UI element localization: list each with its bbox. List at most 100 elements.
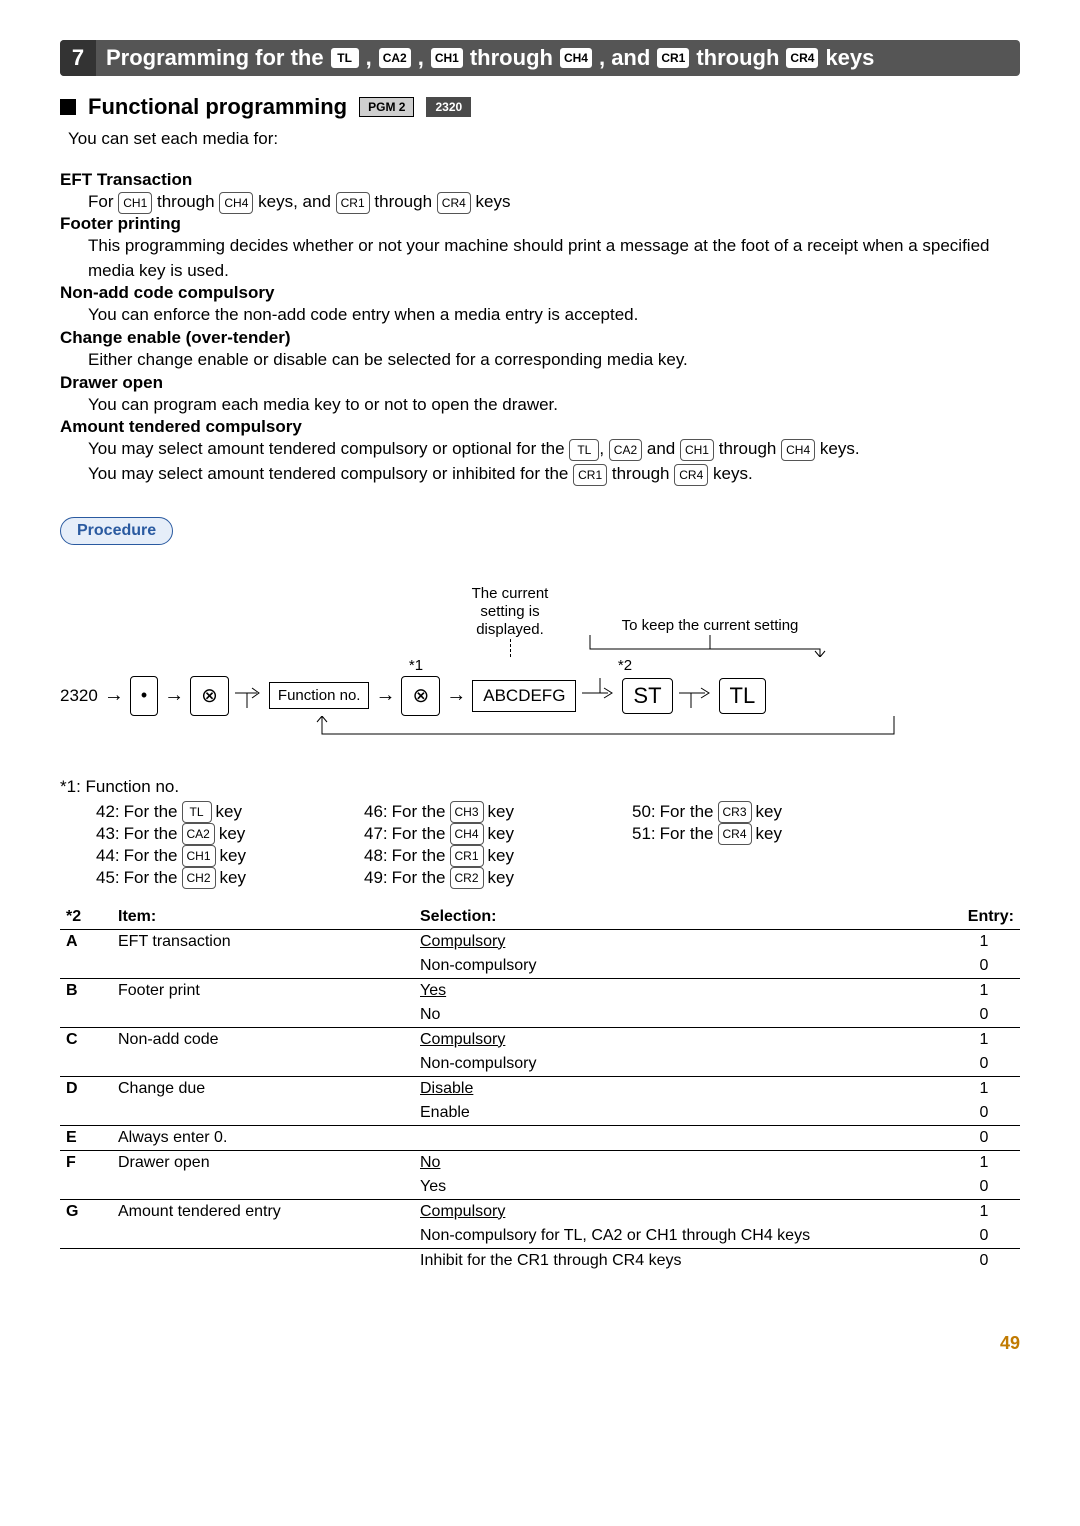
function-no-list: *1: Function no. 42: For the TL key 46: F…: [60, 777, 1020, 889]
fn-lbl: For the: [392, 868, 446, 888]
fn-key: CR4: [718, 823, 752, 845]
cell-selection: Non-compulsory for TL, CA2 or CH1 throug…: [414, 1224, 948, 1249]
cell-letter: [60, 1248, 112, 1273]
table-row: Non-compulsory0: [60, 954, 1020, 979]
fn-suf: key: [488, 868, 514, 888]
cell-entry: 1: [948, 978, 1020, 1003]
fn-key: CA2: [182, 823, 215, 845]
th-sel: Selection:: [414, 905, 948, 930]
table-row: GAmount tendered entryCompulsory1: [60, 1199, 1020, 1224]
tee-arrow-icon-2: [679, 678, 713, 708]
cell-entry: 0: [948, 1125, 1020, 1150]
am-2a: You may select amount tendered compulsor…: [88, 464, 568, 483]
cell-selection: Yes: [414, 1175, 948, 1200]
cell-selection: No: [414, 1150, 948, 1175]
nonadd-body: You can enforce the non-add code entry w…: [88, 303, 1020, 328]
table-row: CNon-add codeCompulsory1: [60, 1027, 1020, 1052]
fn-lbl: For the: [660, 802, 714, 822]
fn-lbl: For the: [660, 824, 714, 844]
key-cr4-c: CR4: [674, 464, 708, 486]
fn-row: 45: For the CH2 key49: For the CR2 key: [96, 867, 1020, 889]
tl-key: TL: [719, 678, 767, 714]
cell-letter: [60, 1003, 112, 1028]
key-cr1-b: CR1: [336, 192, 370, 214]
cell-entry: 1: [948, 1076, 1020, 1101]
fn-suf: key: [219, 824, 245, 844]
table-row: AEFT transactionCompulsory1: [60, 929, 1020, 954]
table-row: Inhibit for the CR1 through CR4 keys0: [60, 1248, 1020, 1273]
cell-entry: 1: [948, 1199, 1020, 1224]
key-ch4-b: CH4: [219, 192, 253, 214]
fn-cell: 49: For the CR2 key: [364, 867, 624, 889]
fn-num: 45:: [96, 868, 120, 888]
fn-cell: 46: For the CH3 key: [364, 801, 624, 823]
arrow-icon: →: [104, 684, 124, 707]
cell-selection: Yes: [414, 978, 948, 1003]
loopback-icon: [308, 716, 1008, 746]
th-item: Item:: [112, 905, 414, 930]
fn-num: 47:: [364, 824, 388, 844]
cell-letter: [60, 1224, 112, 1249]
cell-letter: D: [60, 1076, 112, 1101]
fn-num: 44:: [96, 846, 120, 866]
procedure-pill: Procedure: [60, 517, 173, 545]
section-title: Programming for the TL, CA2, CH1 through…: [96, 45, 874, 71]
fn-suf: key: [216, 802, 242, 822]
fn-head: *1: Function no.: [60, 777, 1020, 797]
am-1a: You may select amount tendered compulsor…: [88, 439, 565, 458]
arrow-icon-6: [582, 678, 616, 714]
fn-lbl: For the: [124, 868, 178, 888]
cell-letter: C: [60, 1027, 112, 1052]
fn-suf: key: [488, 802, 514, 822]
cell-selection: No: [414, 1003, 948, 1028]
table-row: No0: [60, 1003, 1020, 1028]
am-2b: through: [612, 464, 670, 483]
flow-diagram: The current setting is displayed. To kee…: [60, 585, 1020, 751]
cell-entry: 0: [948, 1052, 1020, 1077]
fn-num: 43:: [96, 824, 120, 844]
pgm-badge: PGM 2: [359, 97, 414, 117]
table-row: Yes0: [60, 1175, 1020, 1200]
eft-b: through: [157, 192, 215, 211]
fn-key: CH1: [182, 845, 216, 867]
key-ch4: CH4: [559, 47, 593, 69]
cell-letter: [60, 1175, 112, 1200]
fn-row: 42: For the TL key46: For the CH3 key50:…: [96, 801, 1020, 823]
definitions: EFT Transaction For CH1 through CH4 keys…: [60, 170, 1020, 487]
cell-letter: B: [60, 978, 112, 1003]
table-row: BFooter printYes1: [60, 978, 1020, 1003]
section-header: 7 Programming for the TL, CA2, CH1 throu…: [60, 40, 1020, 76]
cell-selection: Disable: [414, 1076, 948, 1101]
cell-selection: Compulsory: [414, 1027, 948, 1052]
drawer-title: Drawer open: [60, 373, 1020, 393]
eft-c: keys, and: [258, 192, 331, 211]
title-text-2: through: [470, 45, 553, 71]
key-ch1-c: CH1: [680, 439, 714, 461]
change-body: Either change enable or disable can be s…: [88, 348, 1020, 373]
fn-cell: 43: For the CA2 key: [96, 823, 356, 845]
cell-entry: 1: [948, 1027, 1020, 1052]
cell-item: [112, 1175, 414, 1200]
cell-letter: [60, 954, 112, 979]
eft-body: For CH1 through CH4 keys, and CR1 throug…: [88, 190, 1020, 215]
fn-row: 44: For the CH1 key48: For the CR1 key: [96, 845, 1020, 867]
key-cr1-c: CR1: [573, 464, 607, 486]
key-tl: TL: [330, 47, 360, 69]
comma-2: ,: [418, 45, 424, 71]
footer-title: Footer printing: [60, 214, 1020, 234]
cell-letter: [60, 1101, 112, 1126]
fn-num: 48:: [364, 846, 388, 866]
nonadd-title: Non-add code compulsory: [60, 283, 1020, 303]
page: 7 Programming for the TL, CA2, CH1 throu…: [0, 0, 1080, 1394]
annot-keep: To keep the current setting: [622, 617, 799, 635]
fn-cell: 42: For the TL key: [96, 801, 356, 823]
annot-current-1: The current: [472, 585, 549, 603]
fn-num: 46:: [364, 802, 388, 822]
cell-entry: 1: [948, 1150, 1020, 1175]
cell-entry: 0: [948, 1248, 1020, 1273]
flow-row: 2320 → • → ⊗ Function no. → ⊗ → ABCDEFG: [60, 676, 1020, 716]
cell-letter: [60, 1052, 112, 1077]
cell-item: EFT transaction: [112, 929, 414, 954]
tee-arrow-icon: [235, 678, 263, 708]
cell-entry: 0: [948, 1175, 1020, 1200]
